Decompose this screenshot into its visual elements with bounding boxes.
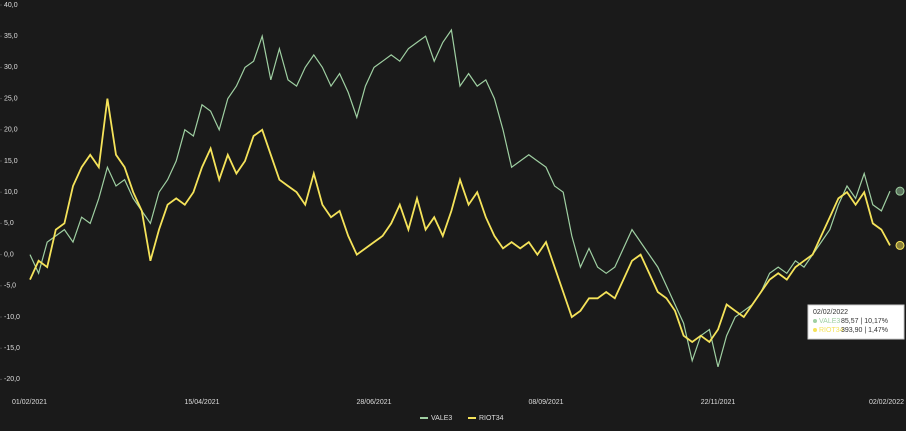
x-tick-label: 02/02/2022 bbox=[869, 399, 904, 406]
x-tick-label: 08/09/2021 bbox=[528, 399, 563, 406]
tooltip-date: 02/02/2022 bbox=[813, 309, 848, 316]
tooltip-value: 85,57 | 10,17% bbox=[841, 318, 888, 325]
y-tick-label: -20,0 bbox=[4, 376, 20, 383]
x-tick-label: 01/02/2021 bbox=[12, 399, 47, 406]
y-tick-label: -10,0 bbox=[4, 314, 20, 321]
y-tick-label: 10,0 bbox=[4, 189, 18, 196]
tooltip-value: 393,90 | 1,47% bbox=[841, 327, 888, 334]
series-line bbox=[29, 28, 891, 368]
y-tick-label: 30,0 bbox=[4, 64, 18, 71]
tooltip-box bbox=[807, 304, 905, 340]
hover-marker bbox=[895, 240, 905, 250]
y-tick-label: 20,0 bbox=[4, 127, 18, 134]
legend-label: RIOT34 bbox=[479, 415, 504, 422]
y-tick-label: 0,0 bbox=[4, 251, 14, 258]
y-tick-label: 35,0 bbox=[4, 33, 18, 40]
x-tick-label: 28/06/2021 bbox=[356, 399, 391, 406]
y-tick-label: 40,0 bbox=[4, 2, 18, 9]
tooltip-name: VALE3 bbox=[819, 318, 840, 325]
x-tick-label: 22/11/2021 bbox=[701, 399, 736, 406]
tooltip-name: RIOT34 bbox=[819, 327, 844, 334]
y-tick-label: -5,0 bbox=[4, 283, 16, 290]
series-line bbox=[29, 98, 891, 344]
legend-label: VALE3 bbox=[431, 415, 452, 422]
y-tick-label: 5,0 bbox=[4, 220, 14, 227]
tooltip-dot bbox=[813, 319, 817, 323]
y-tick-label: -15,0 bbox=[4, 345, 20, 352]
tooltip: 02/02/2022 VALE3 85,57 | 10,17% RIOT34393,9… bbox=[807, 304, 905, 340]
y-tick-label: 15,0 bbox=[4, 158, 18, 165]
x-tick-label: 15/04/2021 bbox=[184, 399, 219, 406]
tooltip-dot bbox=[813, 328, 817, 332]
y-tick-label: 25,0 bbox=[4, 95, 18, 102]
hover-marker bbox=[895, 186, 905, 196]
